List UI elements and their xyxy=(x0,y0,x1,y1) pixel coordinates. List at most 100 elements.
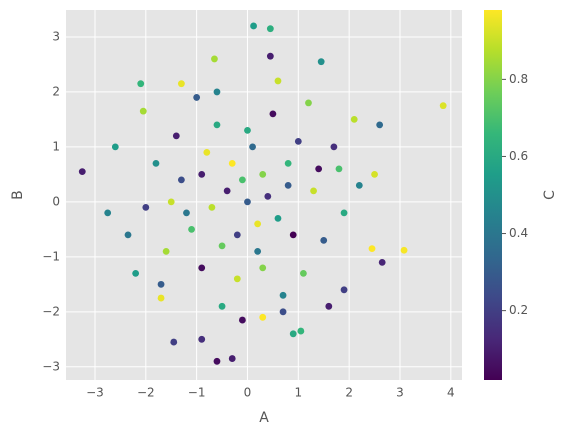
point xyxy=(250,22,257,30)
colorbar-tick-label: 0.8 xyxy=(509,72,528,86)
point xyxy=(213,121,221,129)
point xyxy=(289,231,297,239)
point xyxy=(198,264,206,272)
x-tick-label: 2 xyxy=(345,386,353,400)
point xyxy=(340,286,348,294)
point xyxy=(355,181,363,189)
point xyxy=(167,198,175,206)
y-axis-label: B xyxy=(10,190,26,200)
y-tick-label: 2 xyxy=(52,84,60,98)
point xyxy=(172,132,180,140)
y-tick-label: −2 xyxy=(42,304,60,318)
point xyxy=(249,143,256,151)
point xyxy=(305,99,312,107)
point xyxy=(284,181,292,189)
point xyxy=(183,209,190,217)
point xyxy=(315,165,323,173)
point xyxy=(233,275,241,283)
point xyxy=(335,165,343,173)
point xyxy=(228,355,236,362)
point xyxy=(325,302,333,310)
point xyxy=(78,168,86,176)
point xyxy=(124,231,132,239)
colorbar-label: C xyxy=(542,190,558,200)
y-tick-label: 3 xyxy=(52,29,60,43)
point xyxy=(137,80,145,88)
point xyxy=(259,170,267,178)
point xyxy=(157,294,165,302)
point xyxy=(269,110,277,118)
point xyxy=(264,192,272,200)
point xyxy=(132,269,140,277)
point xyxy=(203,148,211,156)
point xyxy=(297,327,305,335)
point xyxy=(193,94,201,101)
point xyxy=(111,143,119,151)
point xyxy=(198,170,206,178)
point xyxy=(289,330,297,338)
point xyxy=(299,269,307,277)
point xyxy=(104,209,112,217)
colorbar-tick-label: 0.2 xyxy=(509,303,528,317)
point xyxy=(198,335,206,343)
point xyxy=(218,302,226,310)
point xyxy=(211,55,218,63)
point xyxy=(177,80,185,88)
point xyxy=(378,258,386,266)
y-tick-label: −1 xyxy=(42,249,60,263)
point xyxy=(320,236,328,244)
point xyxy=(244,198,251,206)
x-tick-label: 1 xyxy=(294,386,302,400)
point xyxy=(254,220,262,228)
point xyxy=(310,187,317,195)
point xyxy=(213,357,221,365)
point xyxy=(371,170,378,178)
point xyxy=(157,280,165,288)
x-axis-label: A xyxy=(259,410,269,426)
point xyxy=(162,247,170,255)
point xyxy=(340,209,348,217)
point xyxy=(294,137,302,145)
point xyxy=(142,203,150,211)
point xyxy=(244,127,251,134)
point xyxy=(170,338,178,346)
y-tick-label: −3 xyxy=(42,359,60,373)
x-tick-label: 0 xyxy=(244,386,252,400)
y-tick-label: 1 xyxy=(52,139,60,153)
y-tick-label: 0 xyxy=(52,194,60,208)
point xyxy=(259,264,267,272)
point xyxy=(188,225,195,233)
point xyxy=(238,176,246,184)
point xyxy=(218,242,226,250)
plot-area xyxy=(66,10,462,380)
point xyxy=(317,58,325,66)
point xyxy=(254,247,262,255)
colorbar-tick-label: 0.4 xyxy=(509,226,528,240)
point xyxy=(223,187,231,195)
colorbar-tick-label: 0.6 xyxy=(509,149,528,163)
point xyxy=(284,159,292,167)
point xyxy=(228,159,236,167)
point xyxy=(274,214,282,222)
point xyxy=(279,291,287,299)
point xyxy=(439,102,447,110)
point xyxy=(213,88,221,96)
x-tick-label: 3 xyxy=(396,386,404,400)
point xyxy=(152,159,160,167)
colorbar xyxy=(484,10,502,380)
x-tick-label: −3 xyxy=(86,386,104,400)
point xyxy=(330,143,338,151)
x-tick-label: 4 xyxy=(447,386,455,400)
point xyxy=(400,246,408,254)
x-tick-label: −1 xyxy=(188,386,206,400)
point xyxy=(259,313,267,321)
point xyxy=(274,77,282,85)
point xyxy=(266,52,274,60)
point xyxy=(266,25,274,33)
point xyxy=(177,176,185,184)
point xyxy=(208,203,216,211)
point xyxy=(350,116,358,123)
x-tick-label: −2 xyxy=(137,386,155,400)
point xyxy=(238,316,246,324)
